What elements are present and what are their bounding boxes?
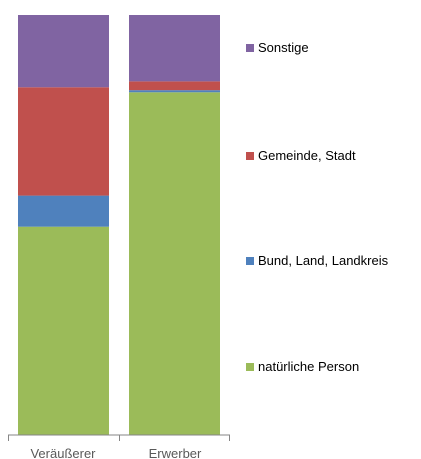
bars-group — [18, 15, 220, 435]
bar-segment-verausserer-0 — [18, 226, 109, 435]
legend-swatch-naturliche-person — [246, 362, 254, 371]
legend-swatch-gemeinde-stadt — [246, 151, 254, 160]
bar-segment-erwerber-3 — [129, 15, 220, 82]
stacked-bar-chart: Veräußerer Erwerber — [8, 15, 230, 459]
legend-label-naturliche-person: natürliche Person — [258, 359, 360, 374]
legend-item-sonstige: Sonstige — [246, 40, 309, 55]
bar-segment-erwerber-0 — [129, 92, 220, 435]
legend-swatch-sonstige — [246, 43, 254, 52]
legend-item-gemeinde-stadt: Gemeinde, Stadt — [246, 148, 356, 163]
legend-label-sonstige: Sonstige — [258, 40, 309, 55]
bar-segment-erwerber-1 — [129, 90, 220, 93]
legend-item-naturliche-person: natürliche Person — [246, 359, 359, 374]
legend: Sonstige Gemeinde, Stadt Bund, Land, Lan… — [246, 0, 421, 459]
x-tick-label-erwerber: Erwerber — [149, 446, 202, 459]
bar-segment-verausserer-1 — [18, 195, 109, 227]
legend-swatch-bund-land-landkreis — [246, 256, 254, 265]
bar-segment-verausserer-3 — [18, 15, 109, 88]
legend-item-bund-land-landkreis: Bund, Land, Landkreis — [246, 253, 388, 268]
bar-segment-verausserer-2 — [18, 87, 109, 196]
bar-segment-erwerber-2 — [129, 81, 220, 91]
legend-label-bund-land-landkreis: Bund, Land, Landkreis — [258, 253, 389, 268]
x-tick-label-verausserer: Veräußerer — [30, 446, 96, 459]
legend-label-gemeinde-stadt: Gemeinde, Stadt — [258, 148, 356, 163]
